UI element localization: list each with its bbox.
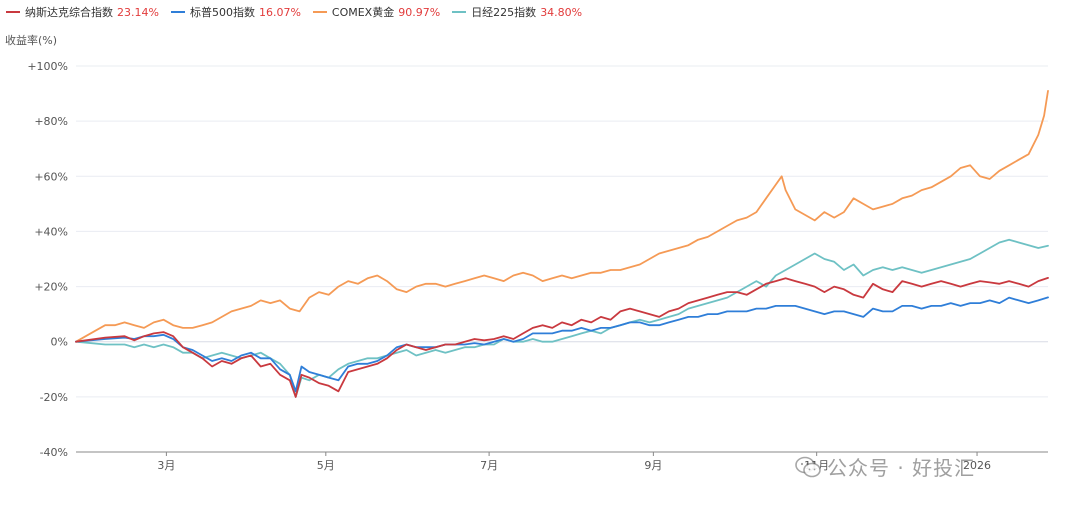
legend-swatch xyxy=(6,11,20,13)
wechat-icon xyxy=(795,456,821,477)
y-tick-label: +60% xyxy=(34,170,68,183)
legend-series-value: 16.07% xyxy=(258,5,301,19)
x-tick-label: 2026 xyxy=(963,459,991,472)
y-tick-label: +100% xyxy=(27,60,68,73)
series-line xyxy=(75,238,1049,398)
y-tick-label: +20% xyxy=(34,281,68,294)
legend-series-name: 日经225指数 xyxy=(471,6,537,19)
y-tick-label: 0% xyxy=(51,336,68,349)
y-tick-label: -40% xyxy=(40,446,68,459)
x-tick-label: 9月 xyxy=(644,459,662,472)
watermark-text: 公众号 · 好投汇 xyxy=(827,456,976,480)
watermark: 公众号 · 好投汇 xyxy=(795,452,975,481)
y-axis-label: 收益率(%) xyxy=(5,34,58,47)
y-tick-label: +40% xyxy=(34,225,68,238)
legend-item[interactable]: COMEX黄金 90.97% xyxy=(312,4,441,20)
legend-swatch xyxy=(452,11,467,13)
series-line xyxy=(75,90,1049,343)
series-line xyxy=(75,277,1049,398)
x-tick-label: 3月 xyxy=(157,459,175,472)
legend-series-value: 34.80% xyxy=(540,5,583,19)
legend-item[interactable]: 标普500指数 16.07% xyxy=(170,4,301,20)
legend-series-value: 23.14% xyxy=(117,5,159,19)
x-tick-label: 7月 xyxy=(480,459,498,472)
legend: 纳斯达克综合指数 23.14% 标普500指数 16.07% COMEX黄金 90.97%… xyxy=(6,4,594,20)
legend-series-value: 90.97% xyxy=(398,5,441,19)
legend-series-name: 纳斯达克综合指数 xyxy=(25,6,113,19)
series-line xyxy=(75,296,1049,393)
legend-series-name: COMEX黄金 xyxy=(331,6,395,19)
legend-item[interactable]: 纳斯达克综合指数 23.14% xyxy=(6,4,159,20)
y-tick-label: +80% xyxy=(34,115,68,128)
legend-swatch xyxy=(170,11,185,13)
legend-swatch xyxy=(312,11,327,13)
legend-series-name: 标普500指数 xyxy=(189,6,255,19)
legend-item[interactable]: 日经225指数 34.80% xyxy=(452,4,582,20)
x-tick-label: 5月 xyxy=(317,459,335,472)
y-tick-label: -20% xyxy=(40,391,68,404)
